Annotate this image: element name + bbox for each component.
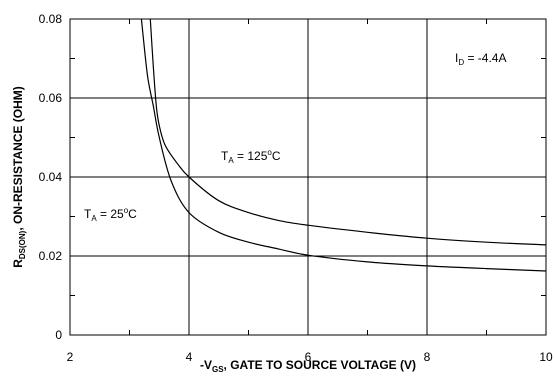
y-tick-label: 0.04 — [39, 170, 63, 184]
y-tick-label: 0.06 — [39, 91, 63, 105]
x-tick-label: 10 — [539, 350, 553, 364]
t25-annotation: TA = 25oC — [84, 206, 137, 223]
x-tick-label: 4 — [186, 350, 193, 364]
grid — [70, 19, 546, 335]
series-line-1 — [140, 18, 547, 272]
minor-ticks — [70, 19, 546, 335]
curves — [140, 18, 547, 272]
series-line-2 — [149, 18, 547, 246]
x-axis-title: -VGS, GATE TO SOURCE VOLTAGE (V) — [200, 358, 416, 374]
y-tick-label: 0.08 — [39, 12, 63, 26]
t125-annotation: TA = 125oC — [221, 148, 281, 165]
id-annotation: ID = -4.4A — [455, 51, 506, 67]
x-tick-labels: 2 4 6 8 10 — [67, 350, 553, 364]
y-axis-title: RDS(ON), ON-RESISTANCE (OHM) — [11, 86, 27, 268]
y-tick-label: 0 — [55, 328, 62, 342]
x-tick-label: 2 — [67, 350, 74, 364]
y-tick-label: 0.02 — [39, 249, 63, 263]
x-tick-label: 6 — [305, 350, 312, 364]
y-tick-labels: 0 0.02 0.04 0.06 0.08 — [39, 12, 63, 342]
x-tick-label: 8 — [424, 350, 431, 364]
